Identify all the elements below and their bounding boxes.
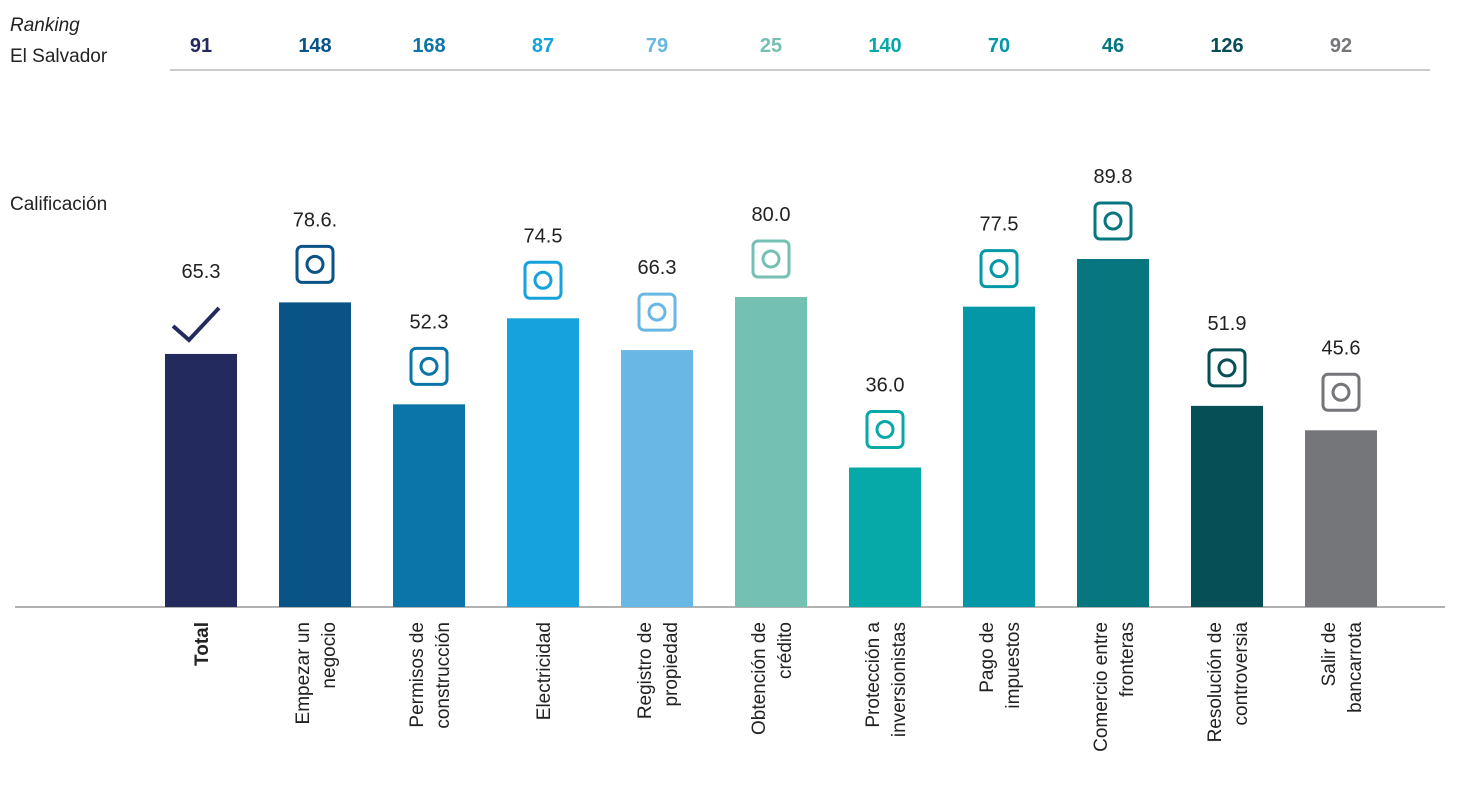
ranking-value: 168	[412, 35, 445, 57]
x-tick-label: Salir de	[1319, 622, 1340, 686]
x-tick-label: controversia	[1231, 622, 1252, 726]
icon	[979, 249, 1019, 289]
ranking-value: 91	[190, 35, 212, 57]
ranking-country: El Salvador	[10, 46, 108, 67]
bar	[621, 350, 693, 607]
icon-dot	[989, 259, 1009, 279]
x-tick-label: Electricidad	[534, 622, 555, 720]
icon-frame	[979, 249, 1019, 289]
value-label: 51.9	[1208, 313, 1247, 335]
bar	[279, 302, 351, 607]
icon-dot	[647, 302, 667, 322]
ranking-value: 79	[646, 35, 668, 57]
ranking-value: 126	[1210, 35, 1243, 57]
value-label: 45.6	[1322, 337, 1361, 359]
x-tick-label: construcción	[433, 622, 454, 729]
x-tick-label: Empezar un	[293, 622, 314, 724]
x-tick-label: impuestos	[1003, 622, 1024, 709]
value-label: 80.0	[752, 204, 791, 226]
icon-frame	[523, 260, 563, 300]
x-tick-label: Total	[192, 622, 213, 666]
icon	[409, 346, 449, 386]
value-label: 74.5	[524, 225, 563, 247]
x-tick-label: Obtención de	[749, 622, 770, 735]
bar	[849, 467, 921, 607]
x-tick-label: inversionistas	[889, 622, 910, 737]
value-label: 65.3	[182, 261, 221, 283]
icon-frame	[295, 244, 335, 284]
icon-dot	[305, 254, 325, 274]
icon-frame	[637, 292, 677, 332]
ranking-value: 148	[298, 35, 331, 57]
x-tick-label: Pago de	[977, 622, 998, 693]
bar	[1191, 405, 1263, 607]
ranking-value: 25	[760, 35, 782, 57]
icon-frame	[751, 239, 791, 279]
icon	[295, 244, 335, 284]
icon-dot	[419, 356, 439, 376]
value-label: 89.8	[1094, 166, 1133, 188]
icon	[523, 260, 563, 300]
bar	[393, 404, 465, 607]
icon-dot	[1331, 382, 1351, 402]
ranking-value: 46	[1102, 35, 1124, 57]
bar	[165, 353, 237, 607]
bar	[735, 296, 807, 607]
icon-dot	[875, 419, 895, 439]
icon	[171, 306, 221, 343]
icon	[1321, 372, 1361, 412]
ranking-value: 92	[1330, 35, 1352, 57]
icon-frame	[1207, 348, 1247, 388]
ranking-label: Ranking	[10, 15, 80, 36]
x-tick-label: Comercio entre	[1091, 622, 1112, 752]
icon	[1093, 201, 1133, 241]
x-tick-label: Protección a	[863, 622, 884, 728]
x-tick-label: Permisos de	[407, 622, 428, 728]
value-label: 77.5	[980, 214, 1019, 236]
ranking-value: 140	[868, 35, 901, 57]
icon	[751, 239, 791, 279]
x-tick-label: fronteras	[1117, 622, 1138, 697]
icon-frame	[1321, 372, 1361, 412]
bar	[507, 318, 579, 607]
value-label: 52.3	[410, 311, 449, 333]
icon-frame	[865, 409, 905, 449]
icon-frame	[409, 346, 449, 386]
x-tick-label: bancarrota	[1345, 622, 1366, 713]
icon-dot	[1217, 358, 1237, 378]
bar	[1077, 259, 1149, 607]
icon-dot	[533, 270, 553, 290]
value-label: 36.0	[866, 374, 905, 396]
value-label: 78.6.	[293, 209, 337, 231]
icon	[865, 409, 905, 449]
bar	[1305, 430, 1377, 607]
x-tick-label: Registro de	[635, 622, 656, 719]
score-label: Calificación	[10, 194, 107, 215]
value-label: 66.3	[638, 257, 677, 279]
icon-dot	[761, 249, 781, 269]
ranking-value: 87	[532, 35, 554, 57]
icon	[1207, 348, 1247, 388]
x-tick-label: crédito	[775, 622, 796, 679]
x-tick-label: Resolución de	[1205, 622, 1226, 742]
icon-frame	[1093, 201, 1133, 241]
x-tick-label: negocio	[319, 622, 340, 689]
icon-dot	[1103, 211, 1123, 231]
bar	[963, 306, 1035, 607]
ranking-value: 70	[988, 35, 1010, 57]
x-tick-label: propiedad	[661, 622, 682, 707]
icon	[637, 292, 677, 332]
